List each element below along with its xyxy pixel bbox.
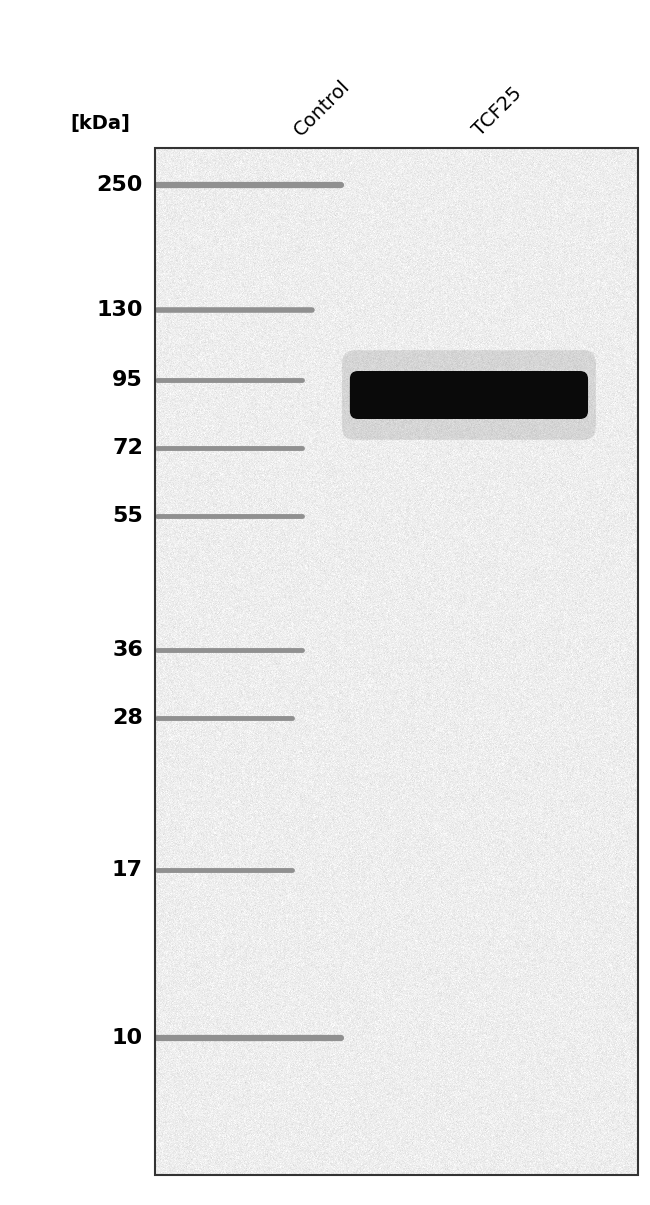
FancyBboxPatch shape [350, 371, 588, 419]
Text: 10: 10 [112, 1028, 143, 1048]
Text: TCF25: TCF25 [469, 83, 525, 140]
FancyBboxPatch shape [342, 351, 596, 440]
Text: 55: 55 [112, 506, 143, 527]
Text: 130: 130 [96, 300, 143, 321]
Text: 36: 36 [112, 640, 143, 660]
Text: 72: 72 [112, 437, 143, 458]
Text: 250: 250 [97, 175, 143, 195]
Text: 95: 95 [112, 370, 143, 390]
Text: 17: 17 [112, 860, 143, 880]
Text: [kDa]: [kDa] [70, 113, 130, 133]
Text: Control: Control [291, 77, 354, 140]
Text: 28: 28 [112, 709, 143, 728]
